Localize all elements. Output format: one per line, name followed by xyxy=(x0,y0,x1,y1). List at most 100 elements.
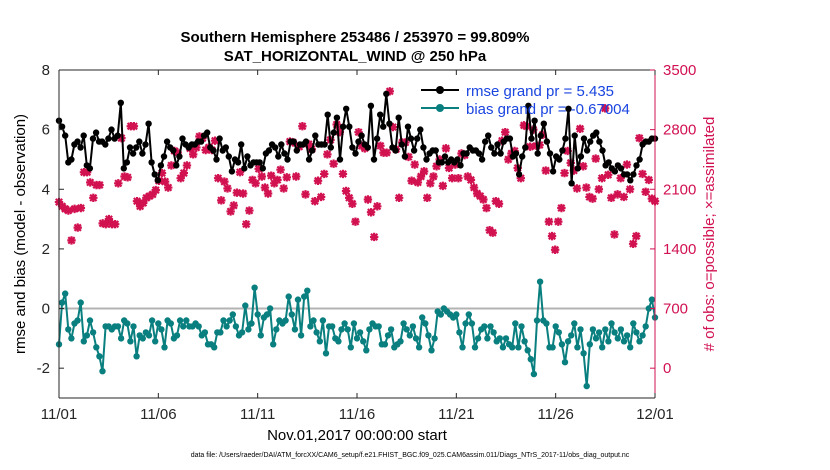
bias-point xyxy=(425,332,432,339)
rmse-point xyxy=(339,123,347,130)
chart-subtitle: SAT_HORIZONTAL_WIND @ 250 hPa xyxy=(224,48,487,65)
obs-count-marker xyxy=(282,173,291,182)
obs-count-marker xyxy=(641,187,650,197)
obs-count-marker xyxy=(313,176,323,185)
bias-point xyxy=(130,323,137,330)
obs-count-marker xyxy=(603,170,613,179)
rmse-point xyxy=(364,144,371,151)
bias-point xyxy=(595,329,603,336)
rmse-point xyxy=(636,156,643,163)
obs-count-marker xyxy=(279,184,288,193)
bias-point xyxy=(133,353,140,360)
bias-point xyxy=(145,332,153,339)
rmse-point xyxy=(370,156,378,163)
bias-point xyxy=(294,296,302,303)
bias-point xyxy=(568,332,575,339)
bias-point xyxy=(273,326,280,333)
bias-point xyxy=(297,332,305,339)
bias-point xyxy=(583,382,590,390)
bias-point xyxy=(245,326,252,333)
bias-point xyxy=(459,344,466,351)
bias-point xyxy=(636,338,643,345)
rmse-point xyxy=(549,168,557,175)
rmse-point xyxy=(305,156,313,163)
rmse-point xyxy=(74,138,81,145)
rmse-point xyxy=(571,132,578,139)
rmse-point xyxy=(256,159,263,166)
obs-count-marker xyxy=(373,202,382,211)
rmse-point xyxy=(176,153,183,160)
obs-count-marker xyxy=(291,172,301,181)
obs-count-marker xyxy=(298,122,307,131)
bias-point xyxy=(148,317,156,324)
bias-point xyxy=(344,326,351,333)
rmse-point xyxy=(225,153,232,160)
bias-point xyxy=(558,341,566,348)
rmse-point xyxy=(562,135,569,142)
bias-point xyxy=(623,332,631,339)
rmse-point xyxy=(395,114,402,121)
bias-point xyxy=(310,317,317,324)
obs-count-marker xyxy=(544,217,554,226)
obs-count-marker xyxy=(466,175,476,185)
rmse-point xyxy=(367,102,375,110)
obs-count-marker xyxy=(132,197,142,206)
bias-point xyxy=(316,338,323,345)
rmse-point xyxy=(420,144,427,151)
plot-area xyxy=(59,70,655,398)
rmse-point xyxy=(346,123,353,130)
obs-count-marker xyxy=(432,162,441,171)
obs-count-marker xyxy=(114,179,123,188)
y-tick-label-right: 2100 xyxy=(663,181,696,198)
obs-count-marker xyxy=(266,171,276,180)
obs-count-marker xyxy=(444,163,454,173)
obs-count-marker xyxy=(338,169,348,179)
obs-count-marker xyxy=(388,122,398,132)
rmse-point xyxy=(117,99,125,107)
bias-point xyxy=(263,311,271,318)
rmse-point xyxy=(213,156,220,163)
rmse-point xyxy=(89,135,97,142)
obs-count-marker xyxy=(423,193,432,202)
rmse-point xyxy=(336,156,344,163)
rmse-point xyxy=(92,129,100,136)
bias-point xyxy=(319,317,327,324)
rmse-point xyxy=(355,138,362,145)
rmse-point xyxy=(593,129,600,136)
rmse-point xyxy=(216,135,223,142)
obs-count-marker xyxy=(454,173,463,183)
obs-count-marker xyxy=(482,203,491,213)
bias-point xyxy=(487,323,494,330)
rmse-point xyxy=(58,123,66,130)
rmse-point xyxy=(102,141,109,148)
bias-point xyxy=(155,320,162,327)
bias-point xyxy=(238,329,246,336)
rmse-point xyxy=(80,132,87,139)
legend-rmse-label: rmse grand pr = 5.435 xyxy=(466,83,614,100)
obs-count-marker xyxy=(164,183,173,192)
bias-point xyxy=(99,368,106,375)
obs-count-marker xyxy=(110,220,120,229)
rmse-point xyxy=(293,147,300,154)
rmse-point xyxy=(238,141,245,148)
bias-point xyxy=(329,323,336,330)
obs-count-marker xyxy=(416,172,426,181)
obs-count-marker xyxy=(600,104,610,113)
bias-point xyxy=(571,320,578,327)
rmse-point xyxy=(559,147,566,154)
rmse-point xyxy=(410,147,418,154)
bias-point xyxy=(617,326,625,333)
obs-count-marker xyxy=(151,185,160,195)
rmse-point xyxy=(525,102,532,110)
obs-count-marker xyxy=(179,168,189,178)
obs-count-marker xyxy=(217,196,226,205)
rmse-point xyxy=(522,144,529,151)
bias-point xyxy=(291,326,299,333)
bias-point xyxy=(124,320,131,327)
obs-count-marker xyxy=(335,127,345,137)
obs-count-marker xyxy=(407,176,416,185)
rmse-point xyxy=(478,156,486,163)
bias-point xyxy=(223,323,230,330)
rmse-point xyxy=(457,162,464,169)
obs-count-marker xyxy=(82,168,92,177)
